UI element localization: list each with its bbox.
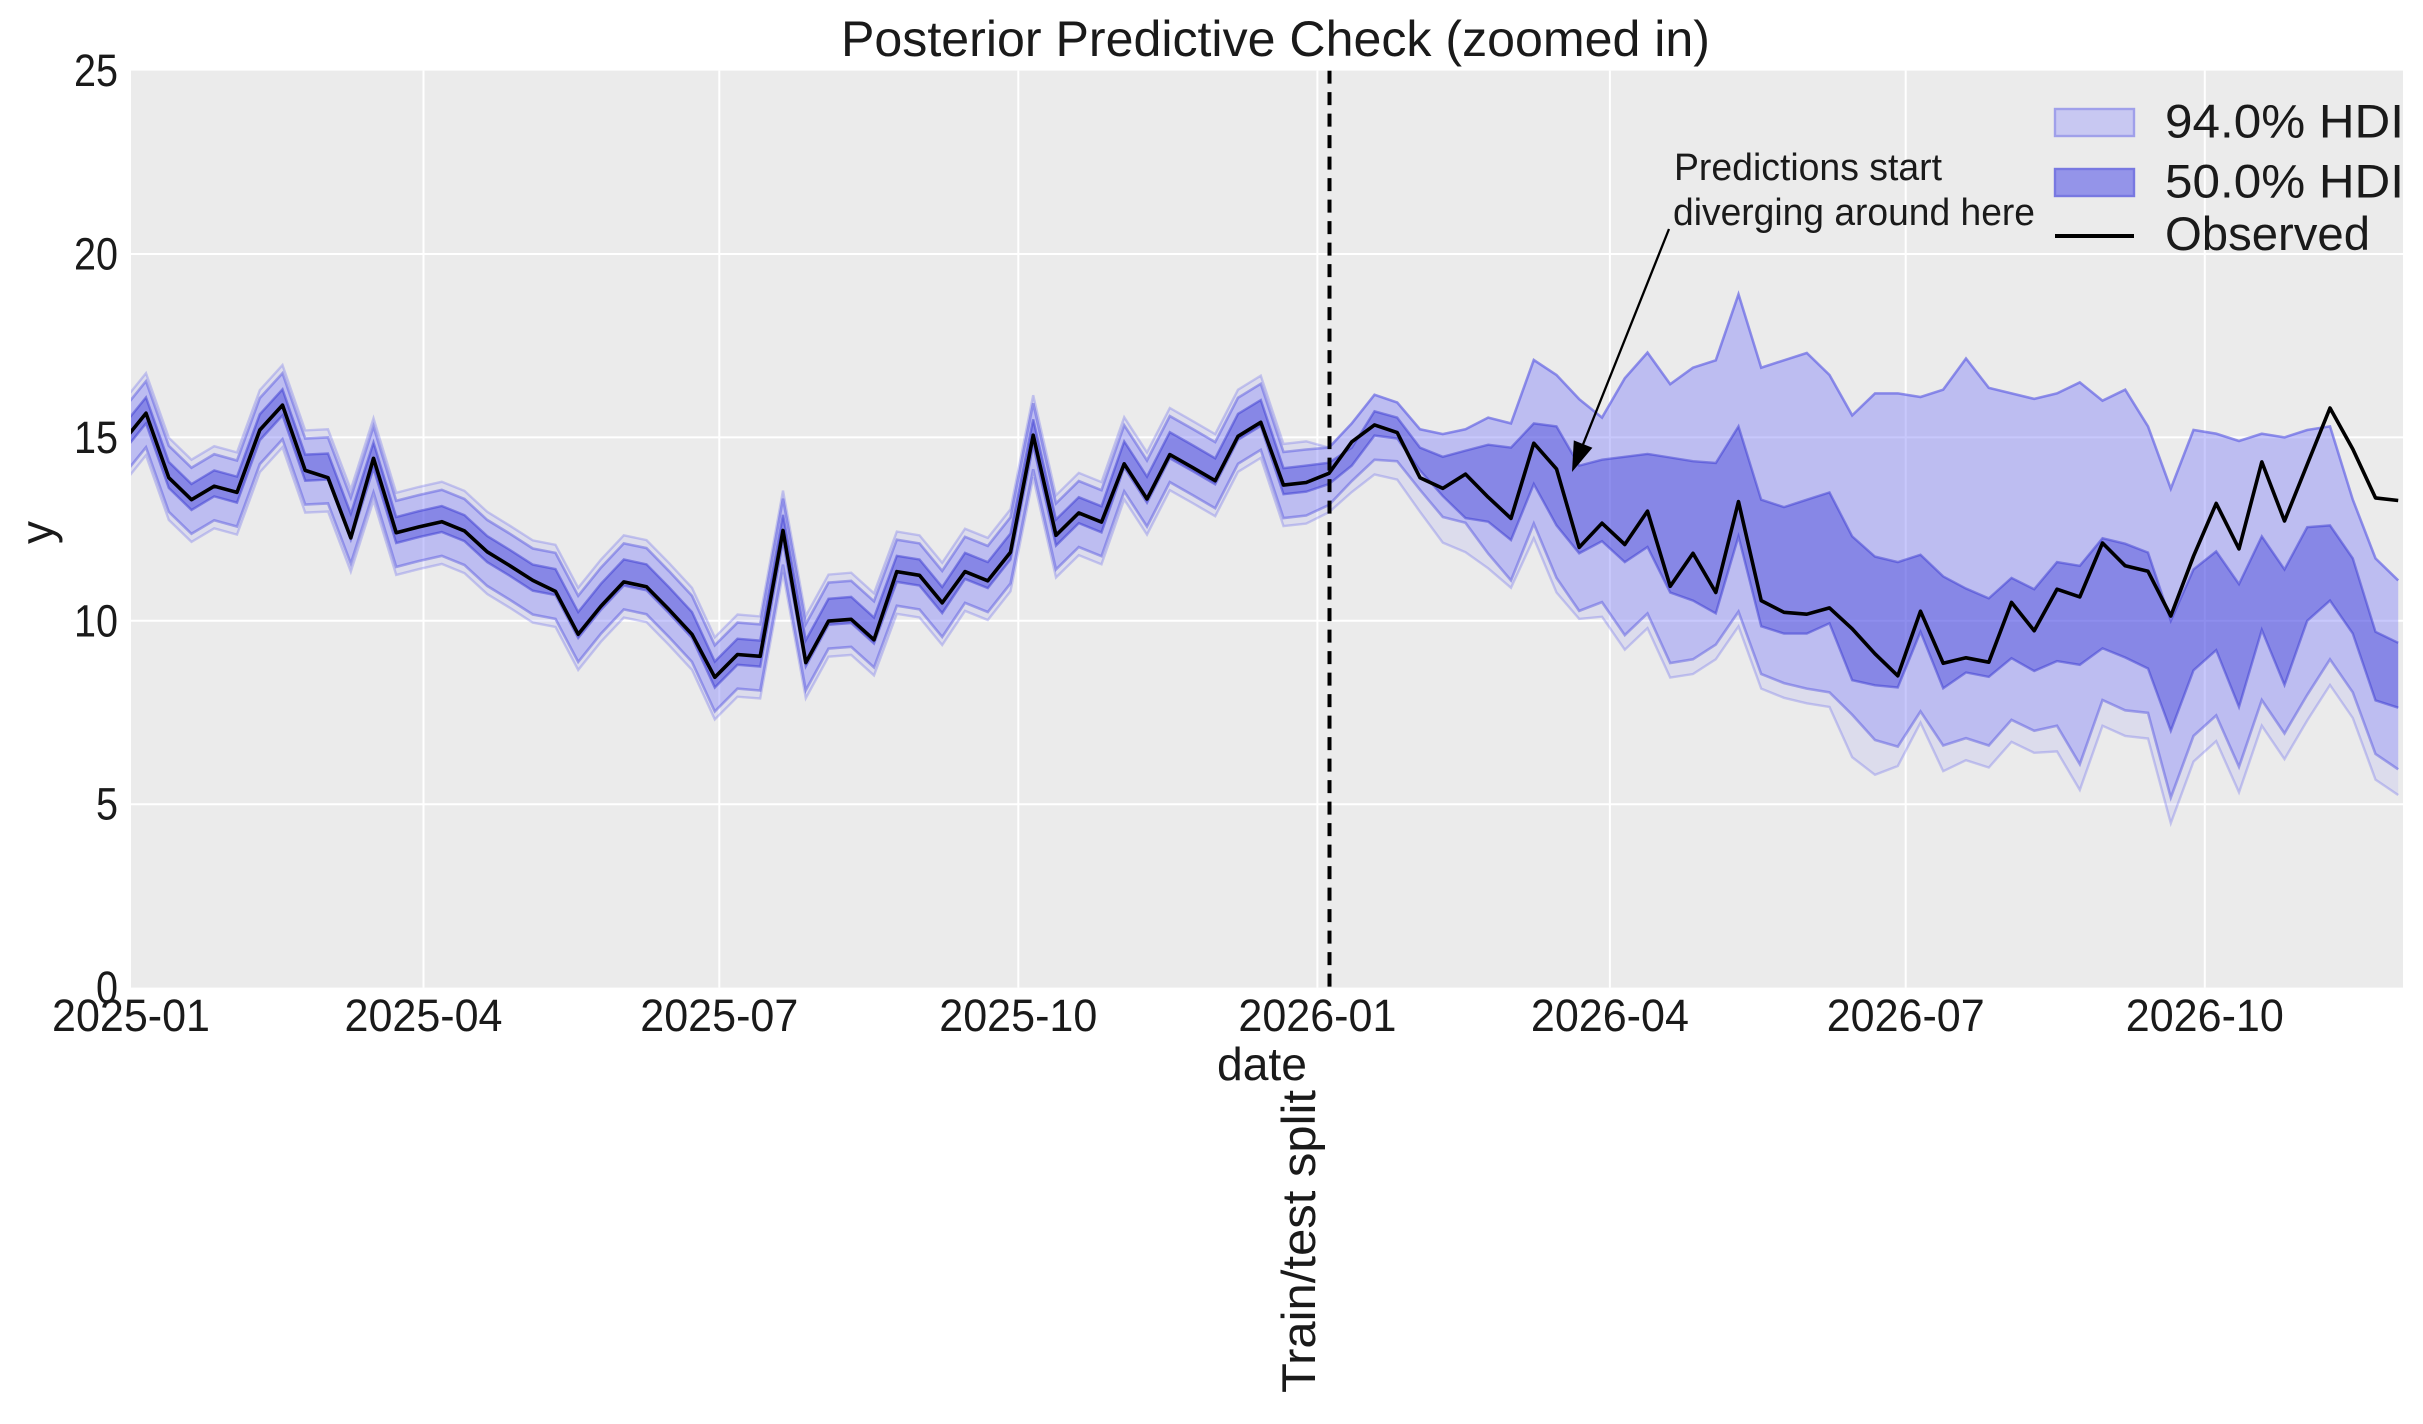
svg-text:2026-04: 2026-04 xyxy=(1531,990,1689,1041)
svg-text:2026-01: 2026-01 xyxy=(1238,990,1396,1041)
svg-text:2025-04: 2025-04 xyxy=(345,990,503,1041)
svg-text:20: 20 xyxy=(74,228,118,279)
svg-text:2025-10: 2025-10 xyxy=(939,990,1097,1041)
svg-text:Train/test split: Train/test split xyxy=(1272,1090,1325,1393)
svg-text:date: date xyxy=(1217,1038,1307,1090)
svg-text:15: 15 xyxy=(74,412,118,463)
svg-text:y: y xyxy=(11,521,63,544)
svg-text:50.0% HDI: 50.0% HDI xyxy=(2165,155,2404,208)
svg-text:Predictions start: Predictions start xyxy=(1674,147,1942,189)
svg-text:2025-07: 2025-07 xyxy=(640,990,798,1041)
svg-text:2026-10: 2026-10 xyxy=(2126,990,2284,1041)
svg-text:2025-01: 2025-01 xyxy=(52,990,210,1041)
svg-text:25: 25 xyxy=(74,45,118,96)
svg-text:Observed: Observed xyxy=(2165,207,2370,260)
svg-text:5: 5 xyxy=(96,779,118,830)
svg-text:10: 10 xyxy=(74,595,118,646)
svg-text:diverging around here: diverging around here xyxy=(1673,192,2035,234)
svg-text:2026-07: 2026-07 xyxy=(1827,990,1985,1041)
svg-text:94.0% HDI: 94.0% HDI xyxy=(2165,95,2404,148)
svg-text:Posterior Predictive Check (zo: Posterior Predictive Check (zoomed in) xyxy=(841,11,1710,67)
svg-text:0: 0 xyxy=(96,962,118,1013)
